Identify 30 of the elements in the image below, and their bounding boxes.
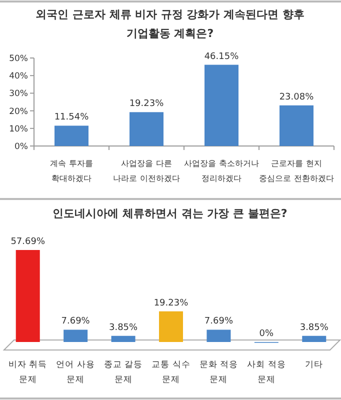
x-tick-label: 교통 식수 문제 <box>152 360 190 385</box>
x-tick-label: 언어 사용 문제 <box>56 360 95 385</box>
y-tick-label: 10% <box>9 124 28 134</box>
data-label: 57.69% <box>10 237 46 247</box>
data-label: 3.85% <box>300 322 329 333</box>
x-tick-label: 비자 취득 문제 <box>8 360 48 385</box>
y-tick-label: 20% <box>9 106 28 117</box>
data-label: 46.15% <box>204 52 240 62</box>
data-label: 23.08% <box>279 92 314 102</box>
y-tick-label: 50% <box>9 54 28 64</box>
x-tick-label: 사회 적응 문제 <box>247 360 286 385</box>
x-tick-label: 문화 적응 문제 <box>199 360 238 385</box>
x-tick-label: 사업장을 축소하거나 정리하겠다 <box>184 159 259 183</box>
x-tick-label: 종교 갈등 문제 <box>104 360 143 385</box>
data-label: 19.23% <box>154 298 189 308</box>
x-tick-label: 사업장을 다른 나라로 이전하겠다 <box>113 159 180 183</box>
data-label: 19.23% <box>129 99 164 110</box>
data-label: 7.69% <box>61 316 90 327</box>
data-label: 3.85% <box>108 322 138 333</box>
chart-title: 외국인 근로자 체류 비자 규정 강화가 계속된다면 향후 기업활동 계획은? <box>36 8 304 40</box>
x-tick-label: 계속 투자를 확대하겠다 <box>50 159 93 183</box>
x-tick-label: 기타 <box>305 360 324 370</box>
y-tick-label: 0% <box>14 142 28 152</box>
data-label: 7.69% <box>204 316 234 327</box>
y-tick-label: 40% <box>9 72 28 82</box>
data-label: 11.54% <box>54 112 90 123</box>
x-tick-label: 근로자를 현지 중심으로 전환하겠다 <box>259 159 334 183</box>
chart-title: 인도네시아에 체류하면서 겪는 가장 큰 불편은? <box>52 207 288 220</box>
y-tick-label: 30% <box>9 89 28 100</box>
data-label: 0% <box>259 329 274 339</box>
